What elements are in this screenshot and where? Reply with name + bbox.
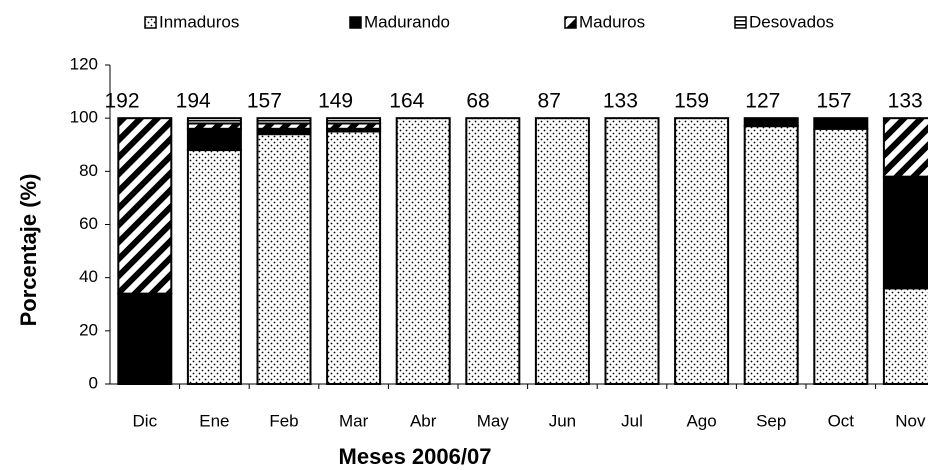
- x-tick-label: May: [477, 411, 510, 430]
- x-tick-label: Feb: [269, 411, 298, 430]
- bar-annotation: 133: [888, 90, 923, 113]
- bar-segment: [882, 117, 928, 178]
- y-tick-label: 100: [70, 108, 98, 127]
- legend-label: Inmaduros: [159, 12, 239, 31]
- y-tick-label: 20: [79, 320, 98, 339]
- y-tick-label: 0: [89, 373, 98, 392]
- x-tick-label: Ago: [686, 411, 716, 430]
- x-tick-label: Ene: [199, 411, 229, 430]
- bar-segment: [743, 125, 799, 386]
- bar-segment: [882, 287, 928, 385]
- x-tick-label: Sep: [756, 411, 786, 430]
- bar-segment: [256, 117, 312, 125]
- bar-segment: [465, 117, 521, 386]
- bar-annotation: 157: [247, 90, 282, 113]
- bar-annotation: 192: [104, 90, 139, 113]
- legend-swatch: [564, 16, 577, 29]
- bar-segment: [813, 117, 869, 130]
- bar-segment: [117, 117, 173, 295]
- bar-annotation: 159: [674, 90, 709, 113]
- bar-segment: [534, 117, 590, 386]
- legend-swatch: [349, 16, 362, 29]
- y-tick-label: 80: [79, 161, 98, 180]
- bar-segment: [186, 127, 242, 152]
- x-tick-label: Abr: [410, 411, 437, 430]
- bar-annotation: 87: [538, 90, 561, 113]
- x-tick-label: Jun: [549, 411, 576, 430]
- bar-segment: [186, 117, 242, 125]
- bar-segment: [813, 127, 869, 385]
- bar-segment: [256, 133, 312, 385]
- x-tick-label: Nov: [895, 411, 926, 430]
- x-tick-label: Jul: [621, 411, 643, 430]
- bar-annotation: 149: [318, 90, 353, 113]
- y-tick-label: 120: [70, 54, 98, 73]
- x-tick-label: Mar: [339, 411, 369, 430]
- bar-segment: [882, 175, 928, 290]
- bar-annotation: 68: [466, 90, 489, 113]
- bar-annotation: 127: [745, 90, 780, 113]
- legend-label: Desovados: [749, 12, 834, 31]
- bar-segment: [326, 117, 382, 125]
- x-tick-label: Oct: [828, 411, 855, 430]
- x-axis-label: Meses 2006/07: [339, 444, 492, 469]
- y-tick-label: 40: [79, 267, 98, 286]
- bar-segment: [395, 117, 451, 386]
- x-tick-label: Dic: [133, 411, 158, 430]
- y-tick-label: 60: [79, 214, 98, 233]
- legend-label: Madurando: [364, 12, 450, 31]
- legend-swatch: [144, 16, 157, 29]
- bar-segment: [117, 292, 173, 385]
- y-axis-label: Porcentaje (%): [16, 174, 41, 327]
- legend-swatch: [734, 16, 747, 29]
- bar-annotation: 164: [389, 90, 424, 113]
- bar-annotation: 133: [603, 90, 638, 113]
- bar-segment: [743, 117, 799, 128]
- legend-label: Maduros: [579, 12, 645, 31]
- bar-segment: [326, 130, 382, 385]
- bar-annotation: 157: [816, 90, 851, 113]
- bar-segment: [674, 117, 730, 386]
- bar-segment: [186, 149, 242, 385]
- bar-annotation: 194: [176, 90, 211, 113]
- bar-segment: [604, 117, 660, 386]
